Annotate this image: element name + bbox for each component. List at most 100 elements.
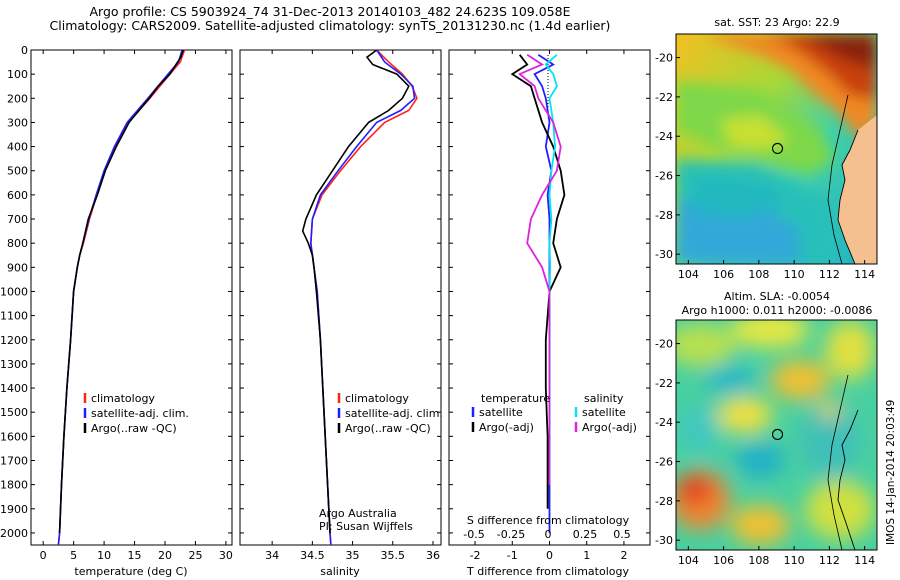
map-y-tick-label: -28	[655, 209, 673, 222]
difference-panel: -2 -1 0 1 2 S difference from climatology -0…	[448, 49, 651, 578]
temperature-plot-frame	[30, 49, 233, 546]
map-x-tick-label: 112	[819, 554, 840, 567]
y-tick-label: 1900	[0, 503, 28, 516]
map-y-tick-label: -22	[655, 91, 673, 104]
x-tick-label: 34	[265, 549, 279, 562]
sst-map-frame	[675, 33, 878, 265]
argo-location-marker-sla	[771, 428, 784, 441]
annotation-argo-australia: Argo Australia	[319, 507, 397, 520]
y-tick-label: 200	[7, 92, 28, 105]
map-x-tick-label: 114	[854, 268, 875, 281]
imos-timestamp: IMOS 14-Jan-2014 20:03:49	[885, 400, 897, 545]
sla-coastline	[837, 409, 859, 550]
map-x-tick-label: 114	[854, 554, 875, 567]
y-tick-label: 1300	[0, 358, 28, 371]
sla-field	[676, 320, 877, 550]
map-y-tick-label: -26	[655, 170, 673, 183]
salinity-plot-frame	[239, 49, 442, 546]
legend-label: Argo(..raw -QC)	[345, 422, 431, 435]
map-y-tick-label: -24	[655, 130, 673, 143]
salinity-legend: climatology satellite-adj. clim. Argo(..ra…	[337, 392, 443, 435]
y-tick-label: 1100	[0, 310, 28, 323]
y-tick-label: 1400	[0, 382, 28, 395]
argo-location-marker	[771, 142, 784, 155]
legend-heading-salinity: salinity	[584, 392, 624, 405]
s-diff-xlabel: S difference from climatology	[467, 514, 630, 527]
legend-label: satellite-adj. clim.	[91, 407, 189, 420]
s-diff-tick-labels: -0.5 -0.25 0 0.25 0.5	[463, 528, 630, 541]
map-x-tick-label: 110	[784, 554, 805, 567]
s-diff-tick-label: 0	[545, 528, 552, 541]
legend-label: Argo(..raw -QC)	[91, 422, 177, 435]
x-tick-label: 0	[546, 549, 553, 562]
x-tick-label: -2	[470, 549, 481, 562]
y-tick-label: 1600	[0, 430, 28, 443]
salinity-xlabel: salinity	[320, 565, 360, 578]
y-tick-label: 1800	[0, 479, 28, 492]
map-x-tick-label: 104	[678, 268, 699, 281]
sla-map-title-2: Argo h1000: 0.011 h2000: -0.0086	[682, 304, 873, 317]
y-tick-label: 100	[7, 68, 28, 81]
y-tick-label: 900	[7, 261, 28, 274]
title-line-1: Argo profile: CS 5903924_74 31-Dec-2013 …	[89, 4, 571, 19]
s-diff-tick-label: 0.5	[613, 528, 631, 541]
isobath	[827, 94, 849, 264]
map-x-tick-label: 106	[713, 268, 734, 281]
legend-label: satellite	[479, 406, 523, 419]
x-tick-label: 35.5	[381, 549, 406, 562]
map-x-tick-label: 108	[748, 268, 769, 281]
s-diff-tick-label: -0.25	[497, 528, 525, 541]
map-x-tick-label: 108	[748, 554, 769, 567]
legend-label: climatology	[91, 392, 155, 405]
x-tick-label: 36	[426, 549, 440, 562]
series-line-1-2	[301, 49, 410, 533]
legend-label: satellite	[582, 406, 626, 419]
s-diff-tick-label: -0.5	[463, 528, 484, 541]
series-line-2-3	[517, 54, 562, 485]
sla-isobath	[827, 374, 849, 550]
x-tick-label: 34.5	[300, 549, 325, 562]
map-x-tick-label: 112	[819, 268, 840, 281]
s-diff-tick-label: 0.25	[573, 528, 598, 541]
y-tick-label: 500	[7, 165, 28, 178]
sst-map-title: sat. SST: 23 Argo: 22.9	[714, 16, 839, 29]
map-y-tick-label: -22	[655, 377, 673, 390]
x-tick-label: 20	[158, 549, 172, 562]
x-tick-label: 0	[40, 549, 47, 562]
sst-map: sat. SST: 23 Argo: 22.9 104 106 108 110 112 1…	[655, 16, 878, 281]
land-mass	[838, 115, 877, 264]
sla-map-axes: 104 106 108 110 112 114 -20 -22 -24 -26 -28 -30	[655, 338, 875, 567]
map-y-tick-label: -30	[655, 248, 673, 261]
y-tick-label: 1200	[0, 334, 28, 347]
series-line-0-0	[57, 49, 186, 546]
t-diff-x-axis: -2 -1 0 1 2	[449, 49, 650, 562]
map-x-tick-label: 104	[678, 554, 699, 567]
coastline	[837, 129, 859, 264]
y-tick-label: 0	[21, 44, 28, 57]
legend-label: Argo(-adj)	[582, 421, 637, 434]
map-x-tick-label: 110	[784, 268, 805, 281]
y-tick-label: 800	[7, 237, 28, 250]
annotation-pi: PI: Susan Wijffels	[319, 520, 413, 533]
series-line-2-1	[510, 54, 566, 509]
map-x-tick-label: 106	[713, 554, 734, 567]
legend-label: climatology	[345, 392, 409, 405]
depth-axis: 0 100 200 300 400 500 600 700 800 900 1000 1100 1200…	[0, 44, 232, 540]
t-diff-xlabel: T difference from climatology	[466, 565, 629, 578]
series-line-0-2	[58, 49, 185, 533]
sst-map-axes: 104 106 108 110 112 114 -20 -22 -24 -26 -28 -30	[655, 52, 875, 281]
sla-map-frame	[675, 319, 878, 551]
legend-label: satellite-adj. clim.	[345, 407, 443, 420]
y-tick-label: 1000	[0, 285, 28, 298]
temperature-x-axis: 0 5 10 15 20 25 30	[40, 50, 233, 562]
map-y-tick-label: -30	[655, 534, 673, 547]
x-tick-label: -1	[507, 549, 518, 562]
x-tick-label: 25	[188, 549, 202, 562]
legend-heading-temperature: temperature	[481, 392, 550, 405]
sst-field	[676, 34, 877, 264]
temperature-panel: 0100200300400500600700800900100011001200…	[0, 44, 233, 578]
map-y-tick-label: -20	[655, 338, 673, 351]
y-tick-label: 400	[7, 141, 28, 154]
salinity-x-axis: 34 34.5 35 35.5 36	[240, 49, 441, 562]
x-tick-label: 30	[219, 549, 233, 562]
